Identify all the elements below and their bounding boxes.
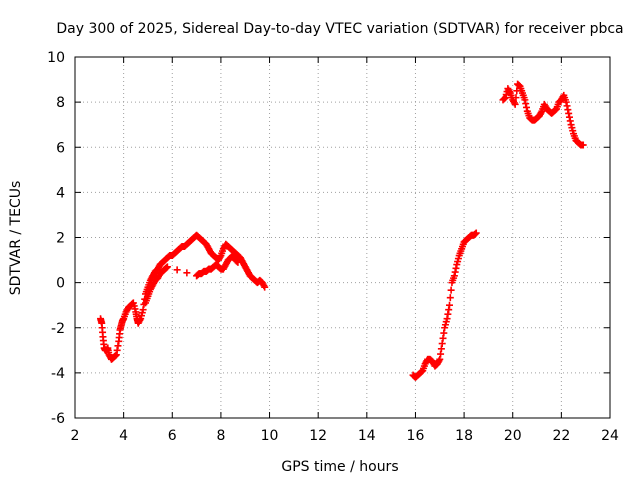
data-point <box>566 117 574 125</box>
data-point <box>139 306 147 314</box>
data-point <box>216 253 224 261</box>
y-tick-label: -4 <box>51 366 65 382</box>
data-points <box>97 80 587 381</box>
data-point <box>447 286 455 294</box>
x-tick-label: 22 <box>552 428 570 444</box>
data-point <box>438 340 446 348</box>
data-point <box>512 94 520 102</box>
y-tick-label: 4 <box>56 185 65 201</box>
data-point <box>437 350 445 358</box>
data-point <box>451 268 459 276</box>
data-point <box>472 229 480 237</box>
data-point <box>435 357 443 365</box>
x-tick-label: 4 <box>119 428 128 444</box>
data-point <box>444 310 452 318</box>
data-point <box>112 351 120 359</box>
data-point <box>440 329 448 337</box>
x-tick-label: 14 <box>358 428 376 444</box>
data-point <box>445 306 453 314</box>
x-tick-label: 16 <box>407 428 425 444</box>
data-point <box>439 334 447 342</box>
series-segment-2 <box>409 229 480 381</box>
data-point <box>537 109 545 117</box>
grid <box>75 57 610 418</box>
y-tick-label: -2 <box>51 321 65 337</box>
x-tick-label: 18 <box>455 428 473 444</box>
data-point <box>136 316 144 324</box>
x-axis-label: GPS time / hours <box>281 459 398 475</box>
data-point <box>511 100 519 108</box>
data-point <box>173 266 181 274</box>
data-point <box>113 346 121 354</box>
data-point <box>234 258 242 266</box>
data-point <box>183 269 191 277</box>
data-point <box>261 283 269 291</box>
data-point <box>522 100 530 108</box>
data-point <box>562 98 570 106</box>
data-point <box>452 264 460 272</box>
x-tick-label: 2 <box>71 428 80 444</box>
data-point <box>443 315 451 323</box>
data-point <box>260 282 268 290</box>
chart-title: Day 300 of 2025, Sidereal Day-to-day VTE… <box>56 21 623 37</box>
data-point <box>564 106 572 114</box>
y-tick-label: 10 <box>47 50 65 66</box>
data-point <box>437 345 445 353</box>
data-point <box>523 103 531 111</box>
x-tick-label: 10 <box>261 428 279 444</box>
data-point <box>521 96 529 104</box>
series-segment-3 <box>499 80 587 149</box>
data-point <box>505 88 513 96</box>
x-tick-label: 20 <box>504 428 522 444</box>
x-tick-label: 8 <box>216 428 225 444</box>
y-tick-label: 8 <box>56 95 65 111</box>
y-tick-label: 0 <box>56 276 65 292</box>
data-point <box>446 294 454 302</box>
data-point <box>163 263 171 271</box>
data-point <box>510 99 518 107</box>
y-axis-label: SDTVAR / TECUs <box>8 181 24 296</box>
x-tick-label: 12 <box>309 428 327 444</box>
series-segment-1 <box>97 231 269 363</box>
x-tick-label: 24 <box>601 428 619 444</box>
x-tick-label: 6 <box>168 428 177 444</box>
y-tick-label: 2 <box>56 231 65 247</box>
data-point <box>436 355 444 363</box>
data-point <box>450 272 458 280</box>
data-point <box>565 113 573 121</box>
data-point <box>579 141 587 149</box>
y-tick-label: 6 <box>56 140 65 156</box>
series-segment-1-lower-branch <box>142 252 242 307</box>
data-point <box>446 301 453 309</box>
data-point <box>114 342 122 350</box>
y-tick-label: -6 <box>51 411 65 427</box>
data-point <box>563 102 571 110</box>
data-point <box>565 109 573 117</box>
